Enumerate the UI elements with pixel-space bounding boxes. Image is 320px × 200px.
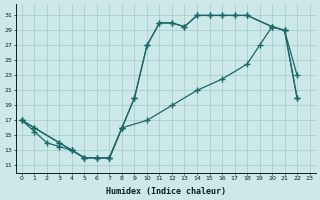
X-axis label: Humidex (Indice chaleur): Humidex (Indice chaleur) [106,187,226,196]
